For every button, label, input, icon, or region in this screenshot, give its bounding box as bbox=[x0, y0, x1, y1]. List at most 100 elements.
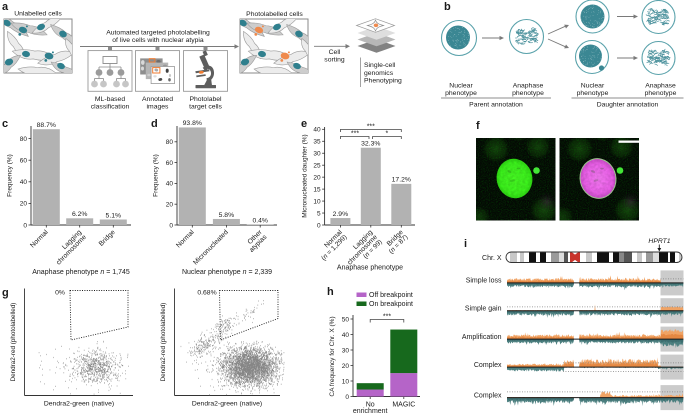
svg-text:0: 0 bbox=[317, 222, 321, 229]
svg-text:Nuclear: Nuclear bbox=[449, 83, 473, 90]
svg-text:Unlabelled cells: Unlabelled cells bbox=[14, 11, 62, 18]
svg-text:80: 80 bbox=[166, 139, 174, 146]
svg-text:CA frequency for Chr. X (%): CA frequency for Chr. X (%) bbox=[329, 316, 336, 396]
svg-text:80: 80 bbox=[20, 136, 28, 143]
svg-text:Complex: Complex bbox=[474, 362, 502, 369]
svg-text:b: b bbox=[444, 1, 451, 13]
svg-text:2.9%: 2.9% bbox=[333, 211, 349, 218]
svg-text:Frequency (%): Frequency (%) bbox=[7, 154, 14, 197]
svg-text:phenotype: phenotype bbox=[645, 90, 677, 97]
svg-text:***: *** bbox=[383, 314, 391, 321]
svg-text:10: 10 bbox=[342, 378, 350, 385]
svg-text:Dendra2-green (native): Dendra2-green (native) bbox=[44, 401, 114, 408]
svg-text:Micronucleated: Micronucleated bbox=[192, 229, 230, 267]
svg-text:20: 20 bbox=[20, 201, 28, 208]
svg-text:Photolabel: Photolabel bbox=[189, 96, 222, 103]
svg-text:0: 0 bbox=[345, 394, 349, 401]
svg-text:15: 15 bbox=[313, 186, 321, 193]
svg-text:Daughter annotation: Daughter annotation bbox=[597, 102, 659, 109]
svg-text:Annotated: Annotated bbox=[142, 96, 173, 103]
svg-text:40: 40 bbox=[342, 332, 350, 339]
svg-text:Anaphase phenotype n = 1,745: Anaphase phenotype n = 1,745 bbox=[32, 269, 130, 276]
svg-text:Dendra2-red (photolabelled): Dendra2-red (photolabelled) bbox=[10, 303, 17, 382]
svg-text:17.2%: 17.2% bbox=[392, 177, 411, 184]
svg-text:h: h bbox=[327, 286, 334, 298]
svg-text:c: c bbox=[2, 118, 8, 130]
svg-text:20: 20 bbox=[166, 202, 174, 209]
svg-text:Cell: Cell bbox=[329, 49, 341, 56]
svg-text:Phenotyping: Phenotyping bbox=[364, 78, 402, 85]
svg-text:88.7%: 88.7% bbox=[37, 122, 56, 129]
svg-text:40: 40 bbox=[20, 179, 28, 186]
svg-text:10: 10 bbox=[313, 198, 321, 205]
svg-text:5: 5 bbox=[317, 210, 321, 217]
svg-text:phenotype: phenotype bbox=[512, 90, 544, 97]
svg-text:No: No bbox=[366, 402, 375, 409]
svg-text:Micronucleated daughter (%): Micronucleated daughter (%) bbox=[302, 134, 309, 217]
svg-text:Simple gain: Simple gain bbox=[465, 306, 502, 313]
svg-text:35: 35 bbox=[313, 139, 321, 146]
svg-text:genomics: genomics bbox=[364, 70, 394, 77]
svg-text:0.4%: 0.4% bbox=[252, 217, 268, 224]
svg-text:Bridge: Bridge bbox=[98, 229, 117, 248]
svg-text:0: 0 bbox=[169, 222, 173, 229]
svg-text:30: 30 bbox=[342, 347, 350, 354]
svg-text:5.8%: 5.8% bbox=[219, 212, 235, 219]
svg-text:HPRT1: HPRT1 bbox=[648, 238, 670, 245]
svg-text:40: 40 bbox=[166, 181, 174, 188]
svg-text:60: 60 bbox=[166, 160, 174, 167]
svg-text:Anaphase phenotype: Anaphase phenotype bbox=[337, 265, 403, 272]
svg-text:5.1%: 5.1% bbox=[106, 212, 122, 219]
svg-text:Anaphase: Anaphase bbox=[645, 83, 676, 90]
svg-text:Off breakpoint: Off breakpoint bbox=[369, 292, 413, 299]
svg-text:Frequency (%): Frequency (%) bbox=[153, 154, 160, 197]
svg-text:MAGIC: MAGIC bbox=[392, 402, 415, 409]
svg-text:Normal: Normal bbox=[29, 229, 50, 250]
svg-text:*: * bbox=[386, 131, 389, 138]
svg-text:***: *** bbox=[351, 131, 359, 138]
svg-text:phenotype: phenotype bbox=[577, 90, 609, 97]
svg-text:classification: classification bbox=[91, 104, 130, 111]
svg-text:Normal(n = 1,299): Normal(n = 1,299) bbox=[315, 229, 348, 262]
svg-text:Single-cell: Single-cell bbox=[364, 62, 396, 69]
svg-text:Dendra2-green (native): Dendra2-green (native) bbox=[192, 401, 262, 408]
svg-text:6.2%: 6.2% bbox=[72, 211, 88, 218]
svg-text:i: i bbox=[464, 238, 467, 250]
svg-text:d: d bbox=[151, 118, 158, 130]
svg-text:Laggingchromosome: Laggingchromosome bbox=[50, 229, 88, 267]
svg-text:e: e bbox=[301, 118, 307, 130]
svg-text:images: images bbox=[147, 104, 170, 111]
svg-text:Bridge(n = 87): Bridge(n = 87) bbox=[383, 229, 410, 256]
svg-text:50: 50 bbox=[342, 316, 350, 323]
svg-text:Anaphase: Anaphase bbox=[513, 83, 544, 90]
svg-text:Amplification: Amplification bbox=[462, 334, 502, 341]
svg-text:target cells: target cells bbox=[189, 104, 222, 111]
svg-text:0%: 0% bbox=[55, 290, 65, 297]
svg-text:Nuclear: Nuclear bbox=[581, 83, 605, 90]
svg-text:enrichment: enrichment bbox=[353, 408, 388, 414]
svg-text:a: a bbox=[2, 1, 9, 13]
svg-text:Otheratypias: Otheratypias bbox=[243, 228, 269, 254]
svg-text:g: g bbox=[2, 287, 9, 299]
svg-text:phenotype: phenotype bbox=[445, 90, 477, 97]
svg-text:93.8%: 93.8% bbox=[183, 120, 202, 127]
svg-text:20: 20 bbox=[342, 363, 350, 370]
svg-text:Chr. X: Chr. X bbox=[482, 255, 502, 262]
svg-text:***: *** bbox=[367, 124, 375, 131]
svg-text:of live cells with nuclear aty: of live cells with nuclear atypia bbox=[112, 37, 204, 44]
svg-text:Photolabelled cells: Photolabelled cells bbox=[246, 11, 303, 18]
svg-text:0: 0 bbox=[23, 222, 27, 229]
svg-text:Simple loss: Simple loss bbox=[466, 278, 502, 285]
svg-text:30: 30 bbox=[313, 151, 321, 158]
svg-text:25: 25 bbox=[313, 163, 321, 170]
svg-text:Dendra2-red (photolabelled): Dendra2-red (photolabelled) bbox=[160, 303, 167, 382]
svg-text:Complex: Complex bbox=[474, 392, 502, 399]
svg-text:On breakpoint: On breakpoint bbox=[369, 301, 413, 308]
svg-text:0.68%: 0.68% bbox=[197, 290, 216, 297]
svg-text:40: 40 bbox=[313, 127, 321, 134]
svg-text:sorting: sorting bbox=[324, 57, 345, 64]
svg-text:Normal: Normal bbox=[175, 229, 196, 250]
svg-text:Automated targeted photolabell: Automated targeted photolabelling bbox=[106, 30, 210, 37]
svg-text:60: 60 bbox=[20, 158, 28, 165]
svg-text:32.3%: 32.3% bbox=[361, 141, 380, 148]
